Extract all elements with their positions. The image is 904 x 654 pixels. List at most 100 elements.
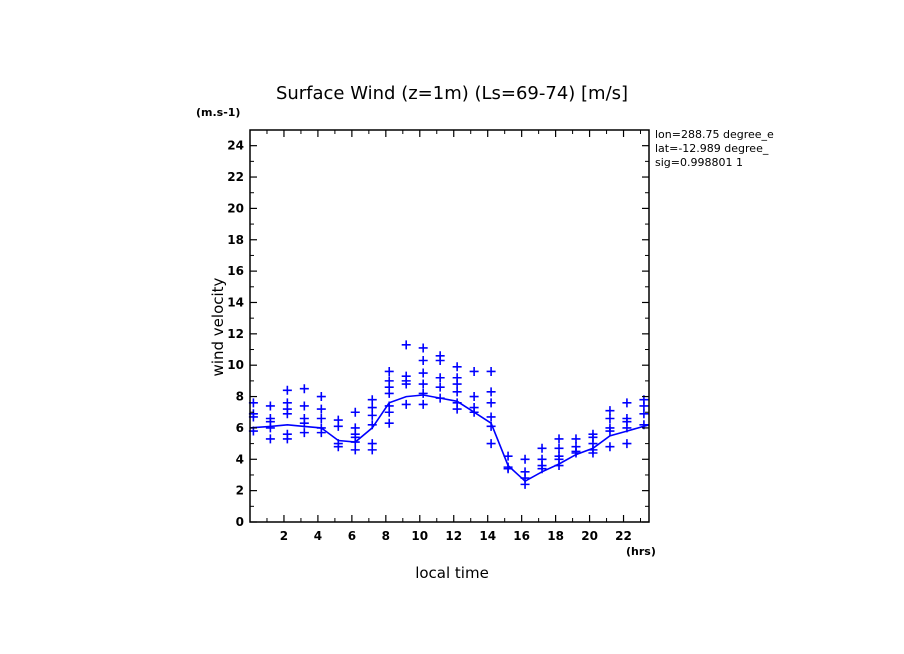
- chart-title: Surface Wind (z=1m) (Ls=69-74) [m/s]: [276, 83, 628, 104]
- data-point-marker: [452, 387, 462, 397]
- data-point-marker: [265, 434, 275, 444]
- x-tick-label: 20: [581, 529, 598, 543]
- data-point-marker: [622, 439, 632, 449]
- data-point-marker: [486, 412, 496, 422]
- y-tick-label: 14: [227, 295, 244, 309]
- y-tick-label: 8: [236, 390, 244, 404]
- data-point-marker: [265, 423, 275, 433]
- data-point-marker: [452, 404, 462, 414]
- data-point-marker: [316, 428, 326, 438]
- data-point-marker: [265, 401, 275, 411]
- data-point-marker: [384, 388, 394, 398]
- data-point-marker: [299, 401, 309, 411]
- y-tick-label: 20: [227, 201, 244, 215]
- x-tick-label: 22: [615, 529, 632, 543]
- data-point-marker: [486, 366, 496, 376]
- data-point-marker: [435, 355, 445, 365]
- x-tick-label: 6: [348, 529, 356, 543]
- data-point-marker: [418, 343, 428, 353]
- data-point-marker: [401, 340, 411, 350]
- data-point-marker: [486, 421, 496, 431]
- data-point-marker: [418, 368, 428, 378]
- data-point-marker: [401, 399, 411, 409]
- data-point-marker: [554, 434, 564, 444]
- x-tick-label: 8: [382, 529, 390, 543]
- x-tick-label: 14: [479, 529, 496, 543]
- data-point-marker: [350, 445, 360, 455]
- data-point-marker: [299, 384, 309, 394]
- data-point-marker: [554, 443, 564, 453]
- data-point-marker: [384, 366, 394, 376]
- data-point-marker: [622, 398, 632, 408]
- y-tick-label: 0: [236, 515, 244, 529]
- data-point-marker: [486, 439, 496, 449]
- data-point-marker: [520, 454, 530, 464]
- x-tick-label: 4: [314, 529, 322, 543]
- data-point-marker: [418, 379, 428, 389]
- data-point-marker: [316, 414, 326, 424]
- data-point-marker: [367, 445, 377, 455]
- data-point-marker: [316, 392, 326, 402]
- data-point-marker: [503, 451, 513, 461]
- data-point-marker: [452, 379, 462, 389]
- data-point-marker: [367, 420, 377, 430]
- data-point-marker: [367, 395, 377, 405]
- data-point-marker: [520, 479, 530, 489]
- data-point-marker: [367, 403, 377, 413]
- data-point-marker: [350, 437, 360, 447]
- y-tick-label: 22: [227, 170, 244, 184]
- chart-marks: [248, 340, 650, 489]
- data-point-marker: [350, 407, 360, 417]
- info-sigma: sig=0.998801 1: [655, 156, 743, 169]
- data-point-marker: [367, 410, 377, 420]
- x-tick-label: 12: [445, 529, 462, 543]
- data-point-marker: [333, 421, 343, 431]
- data-point-marker: [622, 423, 632, 433]
- data-point-marker: [639, 409, 649, 419]
- data-point-marker: [452, 362, 462, 372]
- data-point-marker: [537, 464, 547, 474]
- data-point-marker: [282, 434, 292, 444]
- data-point-marker: [605, 406, 615, 416]
- x-axis-label: local time: [415, 564, 489, 582]
- y-tick-label: 12: [227, 327, 244, 341]
- data-point-marker: [554, 461, 564, 471]
- data-point-marker: [486, 398, 496, 408]
- data-point-marker: [418, 399, 428, 409]
- data-point-marker: [605, 426, 615, 436]
- y-tick-label: 16: [227, 264, 244, 278]
- y-tick-label: 18: [227, 233, 244, 247]
- data-point-marker: [469, 366, 479, 376]
- y-tick-label: 4: [236, 452, 244, 466]
- x-unit-label: (hrs): [626, 545, 656, 558]
- data-point-marker: [299, 418, 309, 428]
- data-point-marker: [401, 379, 411, 389]
- data-point-marker: [571, 434, 581, 444]
- data-point-marker: [588, 448, 598, 458]
- y-tick-label: 24: [227, 139, 244, 153]
- y-tick-label: 2: [236, 484, 244, 498]
- data-point-marker: [537, 443, 547, 453]
- data-point-marker: [469, 392, 479, 402]
- y-tick-label: 6: [236, 421, 244, 435]
- x-tick-label: 16: [513, 529, 530, 543]
- data-point-marker: [316, 404, 326, 414]
- plot-frame: [249, 129, 650, 523]
- data-point-marker: [503, 464, 513, 474]
- y-tick-label: 10: [227, 358, 244, 372]
- data-point-marker: [299, 428, 309, 438]
- data-point-marker: [435, 382, 445, 392]
- data-point-marker: [384, 407, 394, 417]
- data-point-marker: [435, 393, 445, 403]
- data-point-marker: [435, 373, 445, 383]
- info-latitude: lat=-12.989 degree_: [655, 142, 769, 155]
- info-longitude: lon=288.75 degree_e: [655, 128, 774, 141]
- y-unit-label: (m.s-1): [196, 106, 240, 119]
- data-point-marker: [282, 385, 292, 395]
- data-point-marker: [418, 355, 428, 365]
- data-point-marker: [333, 442, 343, 452]
- data-point-marker: [571, 448, 581, 458]
- data-point-marker: [605, 414, 615, 424]
